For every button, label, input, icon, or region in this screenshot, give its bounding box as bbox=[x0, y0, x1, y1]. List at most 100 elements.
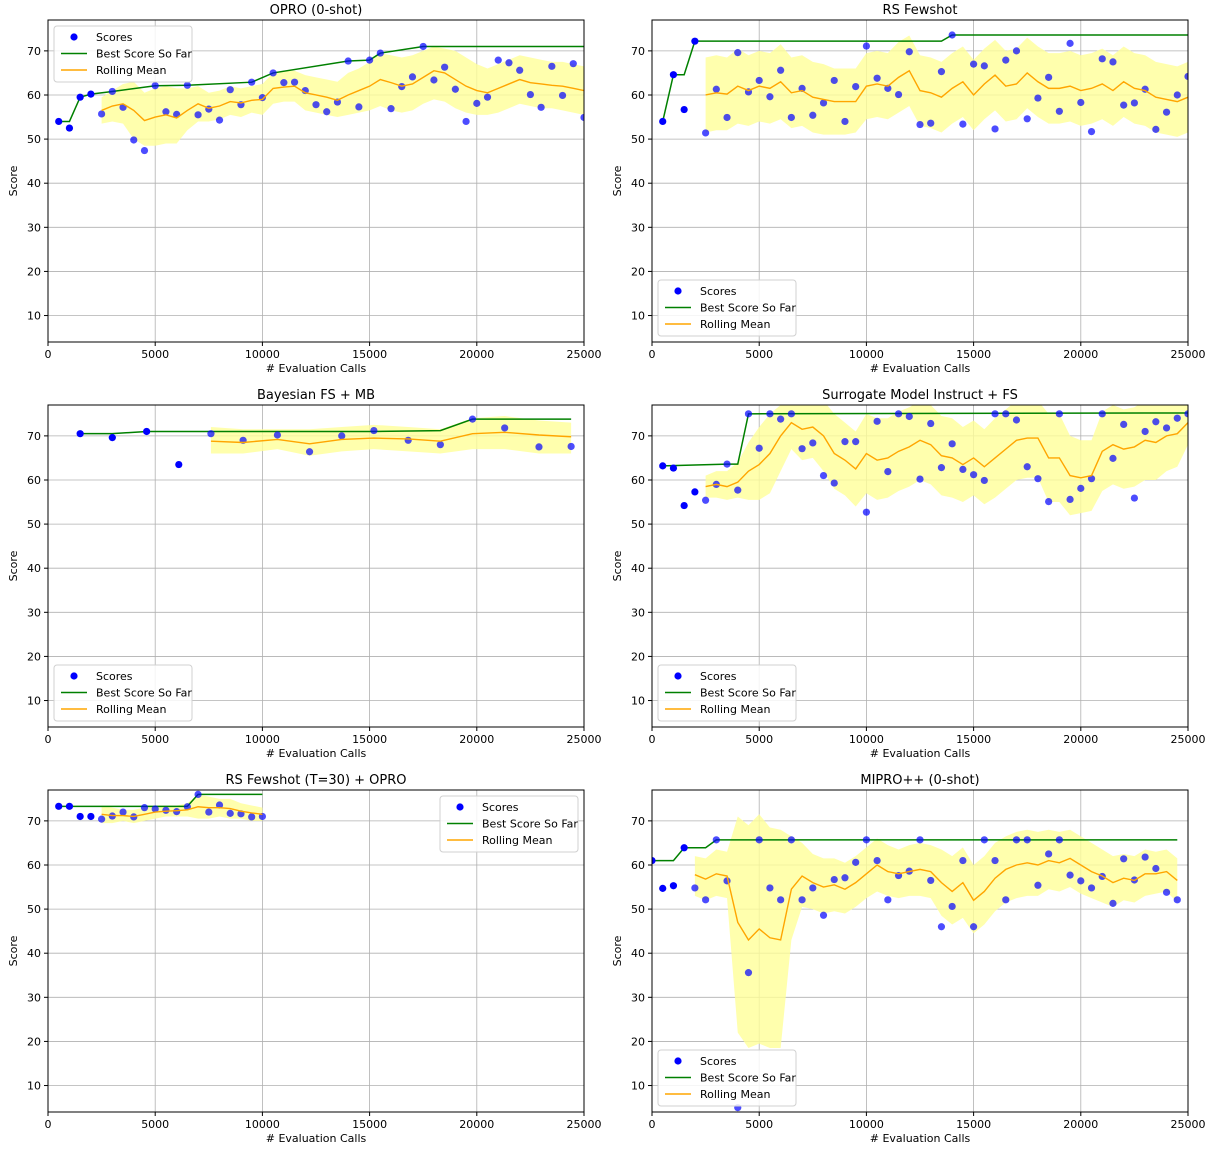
y-tick-label: 40 bbox=[631, 177, 645, 190]
score-point bbox=[1087, 884, 1096, 892]
score-point bbox=[323, 108, 331, 116]
x-tick-label: 20000 bbox=[459, 348, 494, 361]
score-point bbox=[76, 93, 84, 101]
score-point bbox=[338, 432, 346, 440]
x-tick-label: 25000 bbox=[567, 348, 602, 361]
score-point bbox=[436, 441, 444, 449]
legend-scores-marker bbox=[456, 803, 464, 811]
score-point bbox=[87, 812, 95, 821]
score-point bbox=[1098, 55, 1106, 63]
score-point bbox=[269, 69, 277, 77]
score-point bbox=[766, 884, 774, 892]
score-point bbox=[1055, 107, 1063, 115]
score-point bbox=[884, 896, 892, 904]
x-tick-label: 10000 bbox=[849, 1118, 884, 1131]
rolling-band bbox=[101, 794, 263, 824]
score-point bbox=[140, 804, 149, 812]
score-point bbox=[884, 468, 892, 476]
rolling-band bbox=[101, 46, 584, 146]
score-point bbox=[937, 68, 946, 76]
y-tick-label: 60 bbox=[27, 859, 41, 872]
x-tick-label: 20000 bbox=[1063, 1118, 1098, 1131]
y-tick-label: 30 bbox=[631, 221, 645, 234]
score-point bbox=[580, 113, 584, 122]
x-tick-label: 20000 bbox=[1063, 733, 1098, 746]
score-point bbox=[927, 876, 935, 885]
score-point bbox=[370, 426, 378, 435]
x-tick-label: 15000 bbox=[352, 348, 387, 361]
score-point bbox=[516, 66, 524, 74]
score-point bbox=[991, 856, 999, 865]
score-point bbox=[151, 805, 159, 813]
x-tick-label: 0 bbox=[45, 348, 52, 361]
y-tick-label: 30 bbox=[631, 991, 645, 1004]
score-point bbox=[355, 103, 363, 111]
y-tick-label: 70 bbox=[27, 815, 41, 828]
plot-area bbox=[659, 31, 1188, 137]
score-point bbox=[1002, 896, 1010, 904]
x-axis-label: # Evaluation Calls bbox=[870, 1132, 971, 1145]
x-tick-label: 0 bbox=[45, 1118, 52, 1131]
y-axis-label: Score bbox=[7, 165, 20, 196]
score-point bbox=[280, 79, 288, 87]
score-point bbox=[1023, 463, 1031, 471]
x-tick-label: 20000 bbox=[1063, 348, 1098, 361]
score-point bbox=[344, 57, 352, 65]
score-point bbox=[1109, 454, 1117, 462]
y-tick-label: 50 bbox=[27, 133, 41, 146]
legend-label: Rolling Mean bbox=[482, 834, 552, 847]
legend-box bbox=[657, 664, 797, 722]
x-tick-label: 5000 bbox=[141, 733, 169, 746]
plot-area bbox=[55, 42, 584, 155]
score-point bbox=[894, 90, 903, 99]
score-point bbox=[1120, 855, 1128, 863]
score-point bbox=[1130, 99, 1138, 107]
y-tick-label: 70 bbox=[631, 815, 645, 828]
score-point bbox=[408, 73, 417, 81]
score-point bbox=[980, 836, 988, 844]
score-point bbox=[226, 809, 234, 817]
score-point bbox=[927, 119, 935, 127]
score-point bbox=[483, 93, 492, 101]
plot-frame bbox=[651, 404, 1189, 728]
score-point bbox=[1077, 877, 1085, 885]
score-point bbox=[494, 56, 502, 64]
score-point bbox=[194, 111, 202, 119]
score-point bbox=[734, 486, 742, 494]
score-point bbox=[777, 896, 785, 904]
y-tick-label: 20 bbox=[631, 650, 645, 663]
y-tick-label: 50 bbox=[631, 518, 645, 531]
y-tick-label: 30 bbox=[631, 606, 645, 619]
score-point bbox=[1012, 416, 1021, 424]
score-point bbox=[1109, 899, 1117, 907]
score-point bbox=[830, 76, 838, 85]
score-point bbox=[777, 66, 785, 74]
y-tick-label: 70 bbox=[631, 45, 645, 58]
y-tick-label: 20 bbox=[631, 1035, 645, 1048]
score-point bbox=[1012, 836, 1021, 844]
score-point bbox=[215, 116, 224, 124]
score-point bbox=[948, 902, 956, 911]
score-point bbox=[1034, 881, 1042, 889]
rolling-mean-line bbox=[210, 431, 572, 445]
score-point bbox=[1087, 127, 1096, 136]
legend-box bbox=[657, 1049, 797, 1107]
score-point bbox=[55, 117, 63, 126]
score-point bbox=[65, 124, 74, 132]
score-point bbox=[1162, 108, 1171, 116]
score-point bbox=[501, 424, 509, 432]
score-point bbox=[809, 884, 817, 892]
legend: Scores Best Score So Far Rolling Mean bbox=[657, 279, 797, 337]
legend-label: Scores bbox=[700, 1055, 737, 1068]
x-tick-label: 10000 bbox=[245, 733, 280, 746]
score-point bbox=[744, 969, 753, 977]
rolling-mean-line bbox=[694, 857, 1178, 942]
score-point bbox=[305, 448, 314, 456]
x-tick-label: 15000 bbox=[956, 348, 991, 361]
score-point bbox=[1173, 896, 1181, 904]
x-tick-label: 15000 bbox=[956, 733, 991, 746]
score-point bbox=[87, 90, 95, 98]
legend: Scores Best Score So Far Rolling Mean bbox=[657, 664, 797, 722]
score-point bbox=[862, 836, 871, 844]
y-tick-label: 50 bbox=[27, 518, 41, 531]
